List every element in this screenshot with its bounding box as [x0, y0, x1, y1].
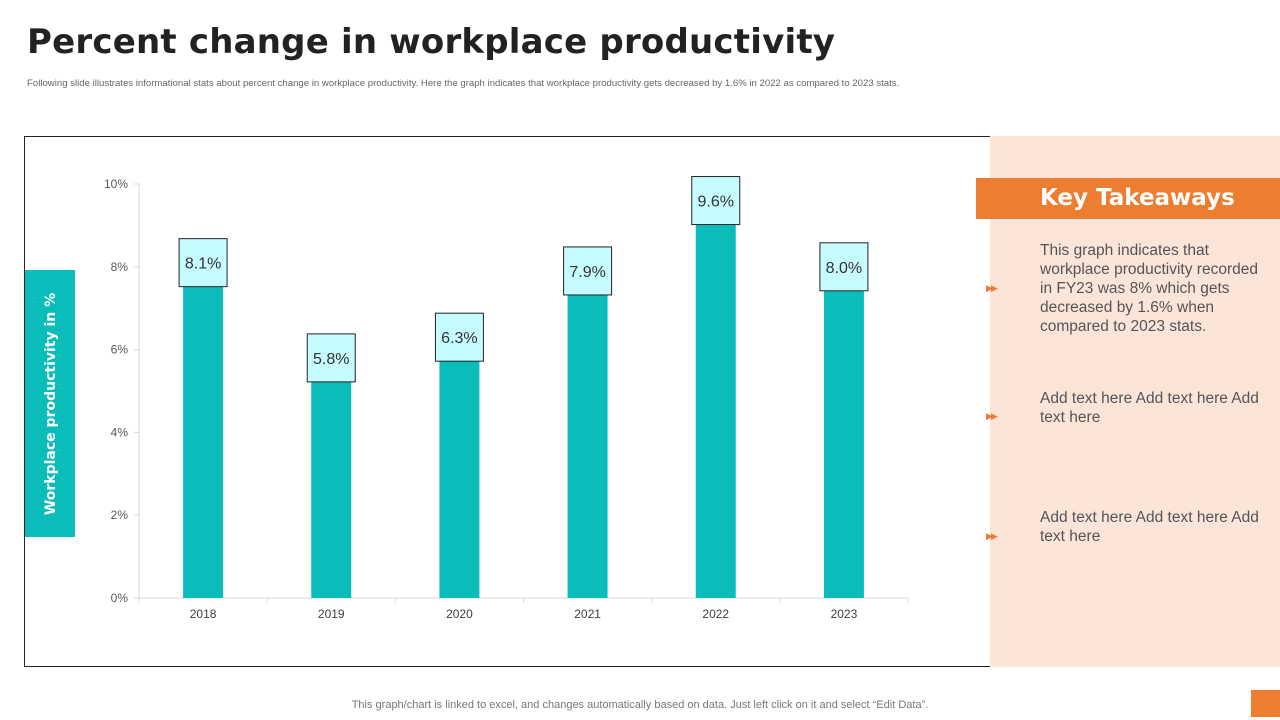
footer-note: This graph/chart is linked to excel, and… — [351, 699, 929, 711]
y-tick-label: 8% — [111, 260, 129, 274]
x-tick-label: 2022 — [702, 607, 729, 621]
bar — [567, 270, 608, 598]
key-takeaways-header — [976, 178, 1280, 219]
takeaway-text-2[interactable]: Add text here Add text here Add text her… — [1040, 390, 1259, 426]
takeaway-text-1[interactable]: This graph indicates that workplace prod… — [1040, 242, 1258, 335]
double-chevron-right-icon: ▶▶ — [986, 531, 998, 541]
x-tick-label: 2021 — [574, 607, 601, 621]
x-tick-label: 2023 — [831, 607, 858, 621]
y-tick-label: 2% — [111, 508, 129, 522]
page-title: Percent change in workplace productivity — [27, 22, 836, 62]
x-tick-label: 2018 — [190, 607, 217, 621]
y-axis-label-tab — [25, 270, 75, 537]
x-tick-label: 2020 — [446, 607, 473, 621]
data-label: 8.0% — [826, 260, 862, 277]
bar — [439, 337, 480, 598]
takeaway-text-3[interactable]: Add text here Add text here Add text her… — [1040, 509, 1259, 545]
key-takeaways-title: Key Takeaways — [1040, 185, 1235, 211]
data-label: 5.8% — [313, 351, 349, 368]
data-label-box — [178, 238, 228, 288]
double-chevron-right-icon: ▶▶ — [986, 411, 998, 421]
y-tick-label: 6% — [111, 343, 129, 357]
page-subtitle: Following slide illustrates informationa… — [27, 78, 900, 89]
x-tick-label: 2019 — [318, 607, 345, 621]
corner-accent — [1251, 690, 1280, 717]
key-takeaways-panel — [990, 136, 1280, 667]
y-tick-label: 4% — [111, 425, 129, 439]
data-label-box — [563, 246, 613, 296]
y-tick-label: 0% — [111, 591, 129, 605]
data-label-box — [691, 176, 741, 226]
bar — [311, 357, 352, 598]
data-label-box — [434, 312, 484, 362]
data-label: 9.6% — [698, 194, 734, 211]
data-label-box — [819, 242, 869, 292]
data-label: 8.1% — [185, 256, 221, 273]
data-label: 7.9% — [569, 264, 605, 281]
data-label-box — [306, 333, 356, 383]
bar — [183, 262, 224, 598]
bar — [823, 266, 864, 598]
data-label: 6.3% — [441, 330, 477, 347]
double-chevron-right-icon: ▶▶ — [986, 283, 998, 293]
y-tick-label: 10% — [104, 177, 128, 191]
bar — [695, 200, 736, 598]
